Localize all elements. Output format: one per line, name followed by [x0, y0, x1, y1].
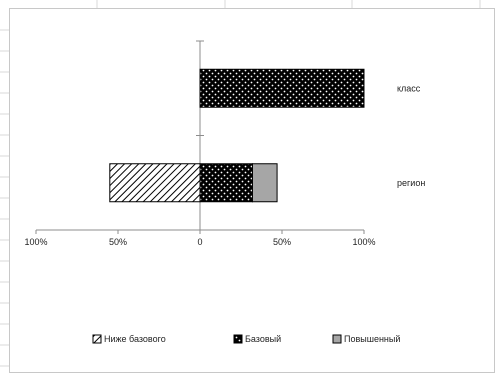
x-tick-label: 100%	[24, 237, 47, 247]
legend-item[interactable]: Повышенный	[332, 334, 400, 344]
x-tick-label: 0	[197, 237, 202, 247]
bar-2-category-1[interactable]	[199, 68, 365, 108]
chart-area[interactable]: 100% 50% 0 50% 100% класс регион Ниже базового…	[9, 8, 495, 373]
legend-label: Повышенный	[344, 334, 400, 344]
bar-1-category-2[interactable]	[109, 163, 201, 203]
legend-swatch	[332, 334, 342, 344]
category-label: регион	[397, 178, 425, 188]
bar-3-category-2[interactable]	[251, 163, 278, 203]
legend-label: Базовый	[245, 334, 281, 344]
x-tick-label: 100%	[352, 237, 375, 247]
category-label: класс	[397, 83, 421, 93]
bar-2-category-2[interactable]	[199, 163, 253, 203]
legend-item[interactable]: Базовый	[233, 334, 281, 344]
bar-chart: 100% 50% 0 50% 100% класс регион Ниже базового…	[24, 40, 425, 344]
x-tick-label: 50%	[273, 237, 291, 247]
legend-swatch	[92, 334, 102, 344]
legend-label: Ниже базового	[104, 334, 166, 344]
legend-swatch	[233, 334, 243, 344]
x-tick-label: 50%	[109, 237, 127, 247]
legend-item[interactable]: Ниже базового	[92, 334, 166, 344]
